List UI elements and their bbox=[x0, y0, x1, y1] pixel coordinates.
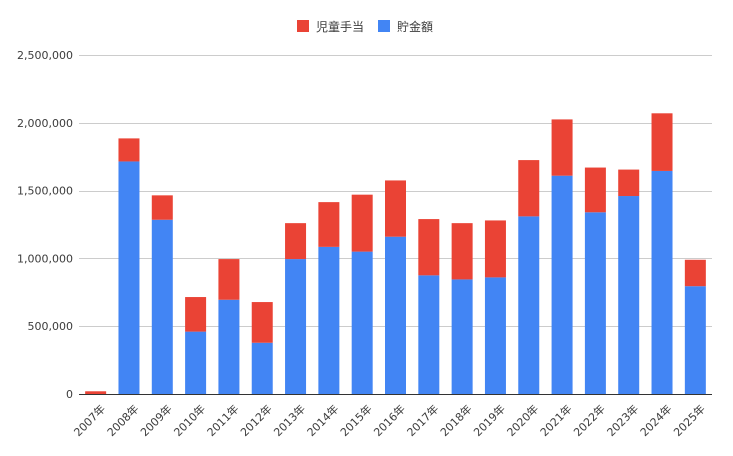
x-tick-label: 2024年 bbox=[637, 402, 674, 439]
bar-children-allowance-2022年 bbox=[584, 167, 606, 213]
bar-savings-2017年 bbox=[418, 275, 440, 394]
x-tick-label: 2017年 bbox=[404, 402, 441, 439]
y-tick-label: 0 bbox=[66, 388, 73, 401]
x-tick-label: 2014年 bbox=[304, 402, 341, 439]
bar-savings-2025年 bbox=[684, 286, 706, 394]
bar-children-allowance-2024年 bbox=[651, 113, 673, 171]
bar-children-allowance-2023年 bbox=[618, 169, 640, 197]
bar-savings-2016年 bbox=[385, 236, 406, 394]
bar-children-allowance-2010年 bbox=[185, 297, 207, 332]
x-tick-label: 2010年 bbox=[171, 402, 208, 439]
bar-savings-2018年 bbox=[451, 279, 473, 394]
bar-savings-2024年 bbox=[651, 170, 673, 394]
bar-savings-2011年 bbox=[218, 299, 240, 394]
legend-swatch-children-allowance bbox=[297, 20, 309, 32]
bar-children-allowance-2018年 bbox=[451, 223, 473, 280]
x-tick-label: 2013年 bbox=[271, 402, 308, 439]
x-tick-label: 2020年 bbox=[504, 402, 541, 439]
bar-children-allowance-2009年 bbox=[151, 195, 173, 220]
bar-children-allowance-2011年 bbox=[218, 259, 240, 300]
bar-savings-2012年 bbox=[251, 342, 273, 394]
bar-children-allowance-2017年 bbox=[418, 219, 440, 276]
legend: 児童手当 貯金額 bbox=[297, 19, 433, 34]
x-tick-label: 2008年 bbox=[104, 402, 141, 439]
bar-children-allowance-2014年 bbox=[318, 202, 340, 247]
bar-savings-2022年 bbox=[584, 212, 606, 394]
x-tick-label: 2016年 bbox=[371, 402, 408, 439]
bars bbox=[85, 113, 706, 394]
legend-swatch-savings bbox=[378, 20, 390, 32]
bar-savings-2019年 bbox=[484, 277, 506, 394]
x-tick-label: 2025年 bbox=[670, 402, 707, 439]
y-axis-tick-labels: 0 500,000 1,000,000 1,500,000 2,000,000 2,500… bbox=[17, 49, 73, 401]
y-tick-label: 2,000,000 bbox=[17, 117, 73, 130]
x-tick-label: 2009年 bbox=[137, 402, 174, 439]
x-tick-label: 2015年 bbox=[337, 402, 374, 439]
x-tick-label: 2007年 bbox=[71, 402, 108, 439]
y-tick-label: 1,500,000 bbox=[17, 185, 73, 198]
legend-label-children-allowance: 児童手当 bbox=[316, 19, 364, 34]
bar-children-allowance-2013年 bbox=[285, 223, 307, 260]
legend-label-savings: 貯金額 bbox=[397, 19, 433, 34]
bar-children-allowance-2016年 bbox=[385, 180, 406, 237]
x-tick-label: 2021年 bbox=[537, 402, 574, 439]
bar-savings-2010年 bbox=[185, 331, 207, 394]
bar-savings-2015年 bbox=[351, 251, 373, 394]
bar-savings-2009年 bbox=[151, 219, 173, 394]
x-tick-label: 2011年 bbox=[204, 402, 241, 439]
bar-children-allowance-2019年 bbox=[484, 220, 506, 278]
y-tick-label: 500,000 bbox=[28, 320, 74, 333]
x-tick-label: 2022年 bbox=[570, 402, 607, 439]
x-tick-label: 2018年 bbox=[437, 402, 474, 439]
y-tick-label: 1,000,000 bbox=[17, 252, 73, 265]
bar-savings-2014年 bbox=[318, 246, 340, 394]
x-tick-label: 2019年 bbox=[471, 402, 508, 439]
bar-children-allowance-2015年 bbox=[351, 194, 373, 252]
bar-children-allowance-2007年 bbox=[85, 391, 107, 394]
bar-savings-2021年 bbox=[551, 175, 573, 394]
bar-children-allowance-2020年 bbox=[518, 160, 540, 217]
bar-savings-2020年 bbox=[518, 216, 540, 394]
bar-savings-2008年 bbox=[118, 161, 140, 394]
bar-savings-2013年 bbox=[285, 259, 307, 394]
y-tick-label: 2,500,000 bbox=[17, 49, 73, 62]
x-tick-label: 2023年 bbox=[604, 402, 641, 439]
bar-children-allowance-2012年 bbox=[251, 302, 273, 343]
x-tick-label: 2012年 bbox=[237, 402, 274, 439]
bar-children-allowance-2008年 bbox=[118, 138, 140, 162]
bar-savings-2023年 bbox=[618, 196, 640, 394]
x-axis-tick-labels: 2007年2008年2009年2010年2011年2012年2013年2014年… bbox=[71, 402, 708, 439]
bar-children-allowance-2021年 bbox=[551, 119, 573, 176]
bar-children-allowance-2025年 bbox=[684, 259, 706, 287]
